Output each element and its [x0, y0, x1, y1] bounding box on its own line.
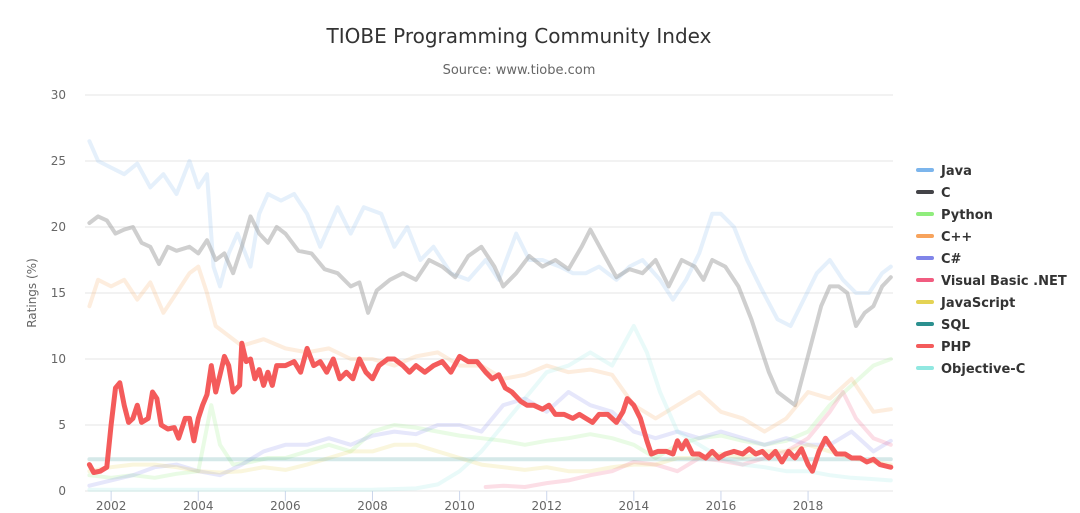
series-line-c-[interactable] — [87, 264, 893, 434]
grid-lines — [85, 94, 893, 492]
y-axis-ticks: 0 5 10 15 20 25 30 — [51, 88, 66, 498]
legend-item[interactable]: Visual Basic .NET — [916, 274, 1067, 289]
legend-label: SQL — [941, 318, 970, 333]
legend-item[interactable]: C# — [916, 252, 962, 267]
y-tick-label: 0 — [58, 484, 66, 498]
legend-item[interactable]: Objective-C — [916, 362, 1025, 377]
x-tick-label: 2002 — [96, 499, 127, 513]
x-tick-label: 2006 — [270, 499, 301, 513]
y-axis-label: Ratings (%) — [25, 258, 39, 328]
legend-label: Objective-C — [941, 362, 1025, 377]
legend-label: C — [941, 186, 951, 201]
series-lines — [86, 139, 894, 492]
series-line-python[interactable] — [87, 357, 893, 480]
legend-swatch — [916, 366, 934, 370]
legend: Java C Python C++ C# Visual Basic .NET JavaScr… — [916, 164, 1067, 377]
x-tick-label: 2014 — [619, 499, 650, 513]
x-tick-label: 2010 — [444, 499, 475, 513]
legend-label: C# — [941, 252, 962, 267]
y-tick-label: 10 — [51, 352, 66, 366]
legend-item[interactable]: C — [916, 186, 951, 201]
legend-swatch — [916, 322, 934, 326]
y-tick-label: 20 — [51, 220, 66, 234]
series-line-c-[interactable] — [87, 390, 893, 488]
legend-item[interactable]: JavaScript — [916, 296, 1015, 311]
x-tick-label: 2008 — [357, 499, 388, 513]
legend-item[interactable]: PHP — [916, 340, 971, 355]
x-tick-label: 2012 — [531, 499, 562, 513]
legend-swatch — [916, 212, 934, 216]
legend-swatch — [916, 168, 934, 172]
legend-swatch — [916, 278, 934, 282]
chart-title: TIOBE Programming Community Index — [326, 24, 712, 48]
y-tick-label: 5 — [58, 418, 66, 432]
y-tick-label: 15 — [51, 286, 66, 300]
legend-item[interactable]: C++ — [916, 230, 972, 245]
legend-item[interactable]: Python — [916, 208, 993, 223]
legend-label: C++ — [941, 230, 972, 245]
legend-swatch — [916, 344, 934, 348]
legend-label: Python — [941, 208, 993, 223]
series-line-objective-c[interactable] — [87, 324, 893, 492]
legend-label: Java — [940, 164, 972, 179]
legend-swatch — [916, 256, 934, 260]
chart-subtitle: Source: www.tiobe.com — [443, 63, 596, 78]
series-line-c[interactable] — [87, 214, 893, 408]
legend-item[interactable]: Java — [916, 164, 972, 179]
legend-swatch — [916, 234, 934, 238]
legend-label: PHP — [941, 340, 971, 355]
x-tick-label: 2004 — [183, 499, 214, 513]
legend-label: Visual Basic .NET — [941, 274, 1067, 289]
legend-item[interactable]: SQL — [916, 318, 970, 333]
legend-swatch — [916, 190, 934, 194]
legend-label: JavaScript — [940, 296, 1015, 311]
y-tick-label: 30 — [51, 88, 66, 102]
x-tick-label: 2018 — [793, 499, 824, 513]
series-line-java[interactable] — [87, 139, 893, 328]
series-line-php[interactable] — [86, 340, 894, 475]
x-tick-label: 2016 — [706, 499, 737, 513]
x-axis-ticks: 2002 2004 2006 2008 2010 2012 2014 2016 2018 — [96, 491, 823, 513]
legend-swatch — [916, 300, 934, 304]
series-line-visual-basic-net[interactable] — [483, 390, 893, 489]
y-tick-label: 25 — [51, 154, 66, 168]
